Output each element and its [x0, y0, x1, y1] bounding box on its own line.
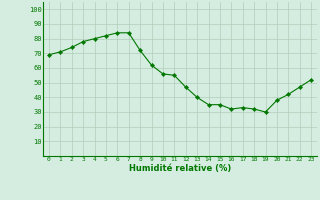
X-axis label: Humidité relative (%): Humidité relative (%): [129, 164, 231, 173]
